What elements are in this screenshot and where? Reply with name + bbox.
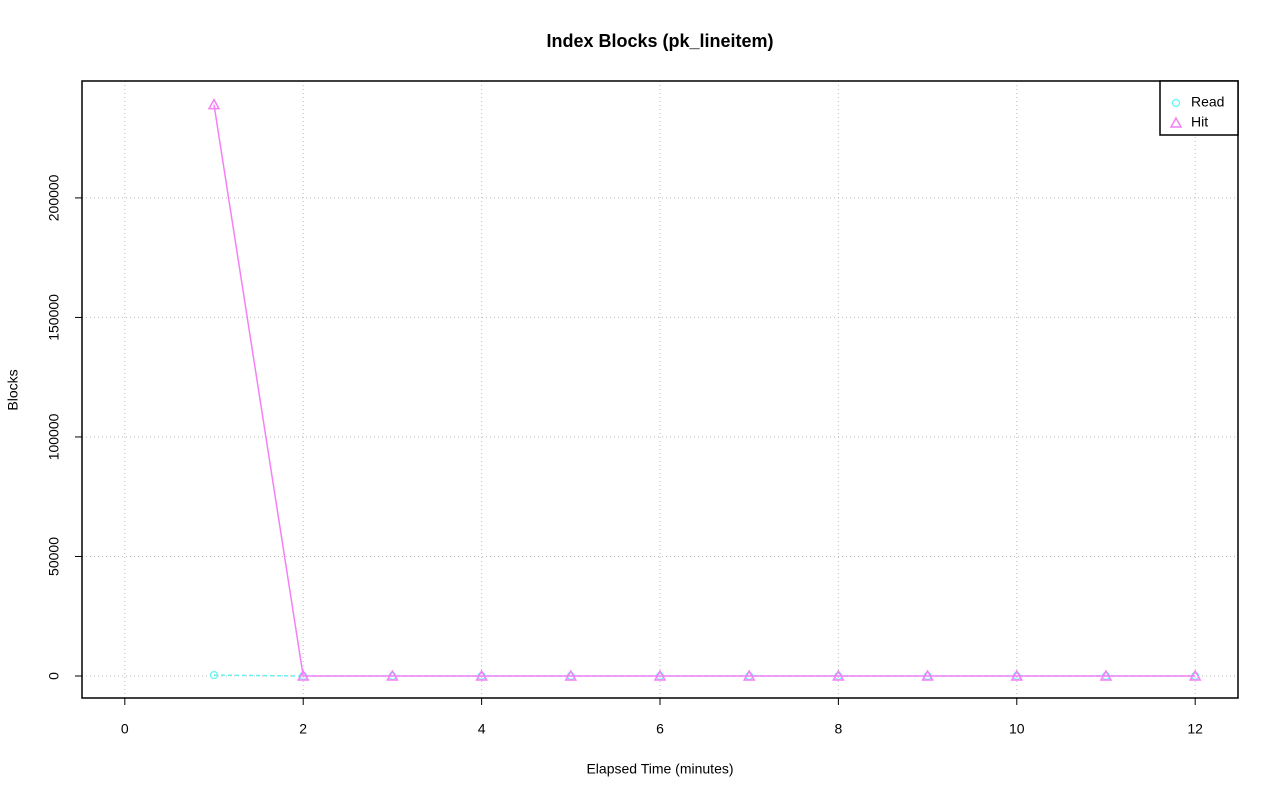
data-point xyxy=(209,670,219,680)
data-point xyxy=(832,669,845,681)
data-point xyxy=(386,669,399,681)
data-point xyxy=(1099,669,1113,681)
data-point xyxy=(207,98,221,110)
data-point xyxy=(653,669,667,681)
x-tick-label: 8 xyxy=(834,721,842,737)
chart-title: Index Blocks (pk_lineitem) xyxy=(546,31,773,51)
legend-marker xyxy=(1171,98,1181,108)
x-axis-title: Elapsed Time (minutes) xyxy=(586,761,733,777)
data-point xyxy=(475,669,488,681)
data-point xyxy=(1010,669,1024,681)
x-tick-label: 2 xyxy=(299,721,307,737)
y-tick-label: 50000 xyxy=(46,537,62,576)
legend-label: Read xyxy=(1191,94,1224,110)
y-axis-title: Blocks xyxy=(5,369,21,410)
x-tick-label: 4 xyxy=(478,721,486,737)
legend-label: Hit xyxy=(1191,114,1208,130)
x-tick-label: 12 xyxy=(1187,721,1203,737)
legend-box xyxy=(1159,80,1239,136)
plot-frame xyxy=(81,80,1239,699)
data-point xyxy=(564,669,578,681)
y-tick-label: 150000 xyxy=(46,294,62,341)
data-point xyxy=(742,669,756,681)
y-tick-label: 100000 xyxy=(46,413,62,460)
data-point xyxy=(296,669,310,681)
x-tick-label: 6 xyxy=(656,721,664,737)
x-tick-label: 10 xyxy=(1009,721,1025,737)
data-point xyxy=(1188,669,1202,681)
legend-marker xyxy=(1169,116,1183,128)
y-tick-label: 0 xyxy=(46,672,62,680)
data-point xyxy=(921,669,934,681)
y-tick-label: 200000 xyxy=(46,174,62,221)
x-tick-label: 0 xyxy=(121,721,129,737)
series-line xyxy=(213,104,1196,677)
